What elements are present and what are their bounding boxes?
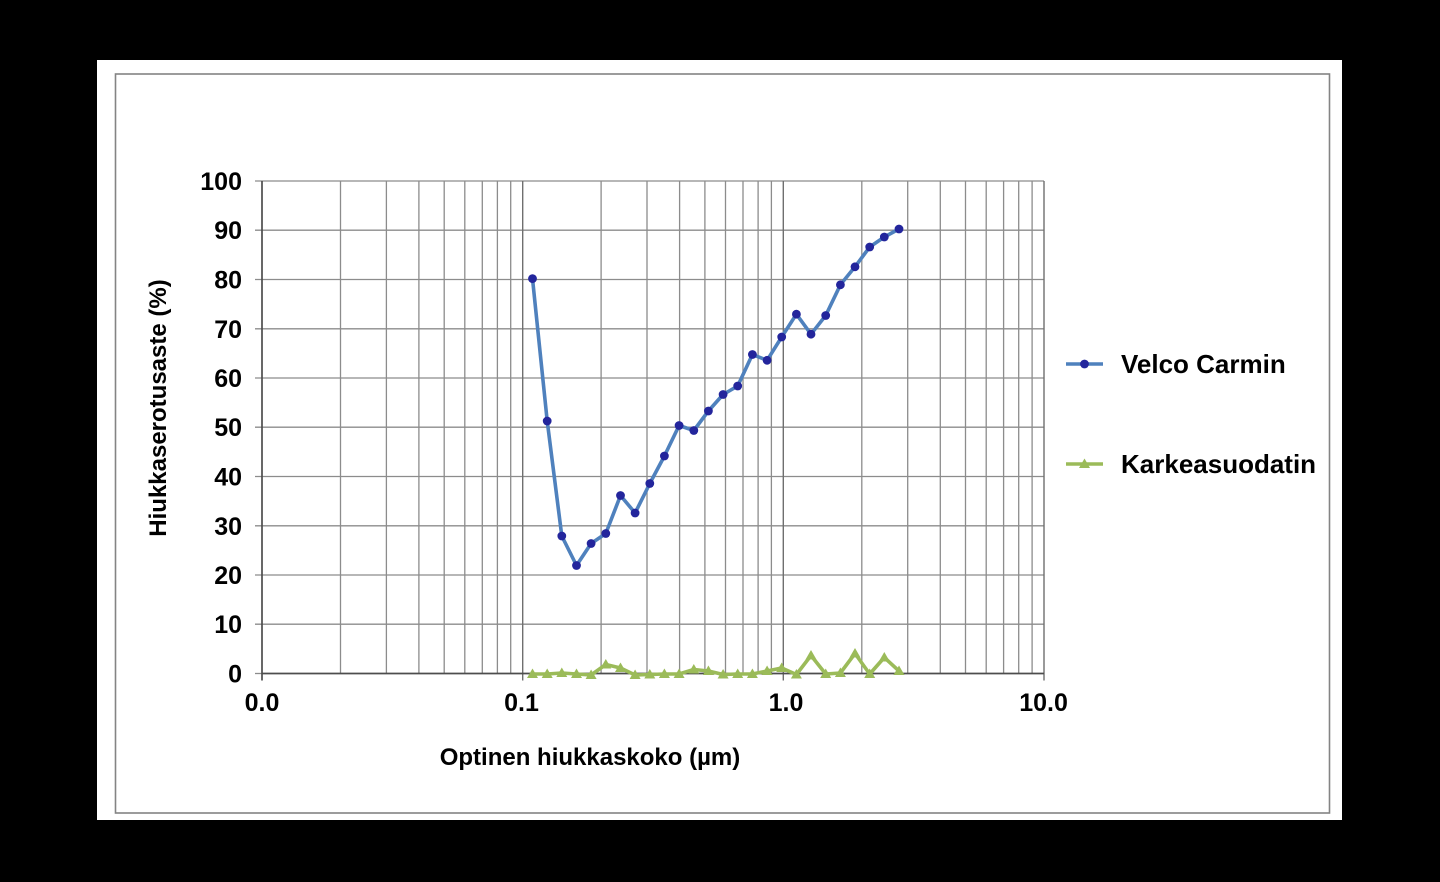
svg-text:Karkeasuodatin: Karkeasuodatin [1121, 449, 1316, 479]
svg-text:Velco Carmin: Velco Carmin [1121, 349, 1286, 379]
svg-text:Hiukkaserotusaste (%): Hiukkaserotusaste (%) [145, 279, 172, 536]
svg-text:0.1: 0.1 [504, 689, 539, 717]
svg-text:20: 20 [214, 562, 242, 590]
svg-text:60: 60 [214, 365, 242, 393]
svg-text:50: 50 [214, 414, 242, 442]
svg-text:10.0: 10.0 [1019, 689, 1068, 717]
svg-text:Optinen hiukkaskoko (µm): Optinen hiukkaskoko (µm) [440, 744, 741, 771]
svg-text:40: 40 [214, 464, 242, 492]
svg-text:0.0: 0.0 [245, 689, 280, 717]
svg-text:10: 10 [214, 611, 242, 639]
svg-text:0: 0 [228, 661, 242, 689]
svg-text:70: 70 [214, 316, 242, 344]
svg-text:80: 80 [214, 267, 242, 295]
svg-text:90: 90 [214, 217, 242, 245]
svg-text:30: 30 [214, 513, 242, 541]
svg-text:1.0: 1.0 [769, 689, 804, 717]
svg-text:100: 100 [200, 168, 242, 196]
